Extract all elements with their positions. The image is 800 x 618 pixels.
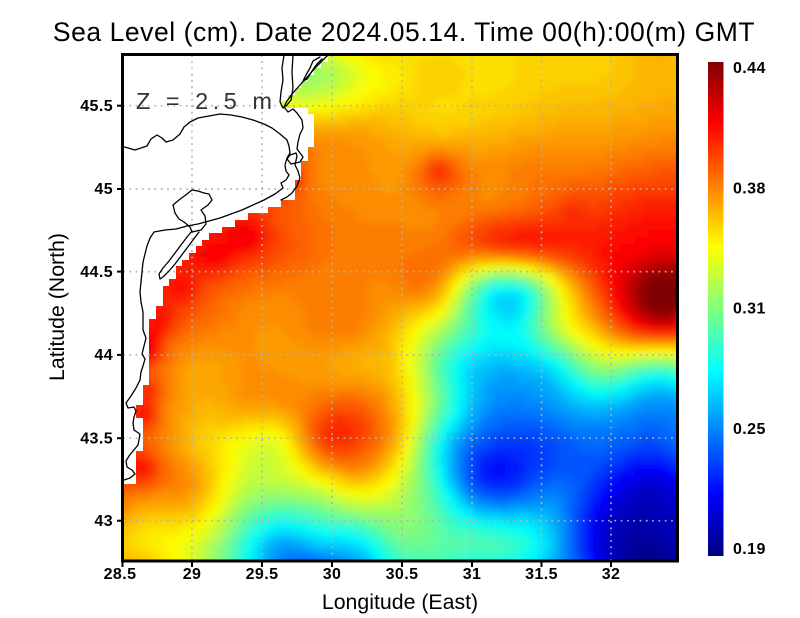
svg-text:28.5: 28.5 bbox=[104, 566, 137, 583]
svg-text:0.19: 0.19 bbox=[733, 541, 766, 558]
svg-text:0.38: 0.38 bbox=[733, 181, 766, 198]
svg-text:Z = 2.5 m: Z = 2.5 m bbox=[136, 88, 276, 114]
svg-text:0.25: 0.25 bbox=[733, 421, 766, 438]
svg-text:45: 45 bbox=[94, 181, 113, 198]
svg-text:30: 30 bbox=[323, 566, 342, 583]
svg-text:29.5: 29.5 bbox=[246, 566, 279, 583]
svg-text:0.44: 0.44 bbox=[733, 60, 766, 77]
svg-text:43: 43 bbox=[94, 513, 113, 530]
svg-text:31.5: 31.5 bbox=[525, 566, 558, 583]
svg-text:Sea Level (cm). Date 2024.05.1: Sea Level (cm). Date 2024.05.14. Time 00… bbox=[53, 17, 755, 47]
svg-text:Latitude (North): Latitude (North) bbox=[45, 233, 69, 381]
svg-text:44: 44 bbox=[94, 347, 113, 364]
svg-text:31: 31 bbox=[463, 566, 482, 583]
svg-text:29: 29 bbox=[183, 566, 202, 583]
svg-text:32: 32 bbox=[602, 566, 621, 583]
svg-text:43.5: 43.5 bbox=[80, 430, 113, 447]
svg-text:Longitude (East): Longitude (East) bbox=[322, 590, 478, 614]
svg-text:30.5: 30.5 bbox=[386, 566, 419, 583]
svg-text:0.31: 0.31 bbox=[733, 301, 766, 318]
svg-text:44.5: 44.5 bbox=[80, 264, 113, 281]
svg-text:45.5: 45.5 bbox=[80, 98, 113, 115]
